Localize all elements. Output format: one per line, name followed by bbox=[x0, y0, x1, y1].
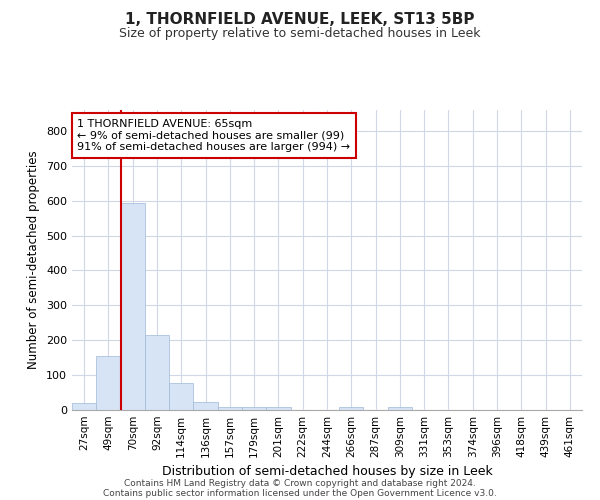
X-axis label: Distribution of semi-detached houses by size in Leek: Distribution of semi-detached houses by … bbox=[161, 466, 493, 478]
Bar bbox=[145, 335, 169, 410]
Bar bbox=[169, 383, 193, 410]
Text: 1, THORNFIELD AVENUE, LEEK, ST13 5BP: 1, THORNFIELD AVENUE, LEEK, ST13 5BP bbox=[125, 12, 475, 28]
Text: 1 THORNFIELD AVENUE: 65sqm
← 9% of semi-detached houses are smaller (99)
91% of : 1 THORNFIELD AVENUE: 65sqm ← 9% of semi-… bbox=[77, 119, 350, 152]
Text: Contains public sector information licensed under the Open Government Licence v3: Contains public sector information licen… bbox=[103, 488, 497, 498]
Bar bbox=[266, 407, 290, 410]
Bar bbox=[339, 406, 364, 410]
Bar bbox=[242, 407, 266, 410]
Bar bbox=[388, 407, 412, 410]
Bar bbox=[121, 204, 145, 410]
Bar bbox=[218, 406, 242, 410]
Text: Contains HM Land Registry data © Crown copyright and database right 2024.: Contains HM Land Registry data © Crown c… bbox=[124, 478, 476, 488]
Text: Size of property relative to semi-detached houses in Leek: Size of property relative to semi-detach… bbox=[119, 28, 481, 40]
Bar bbox=[96, 356, 121, 410]
Bar bbox=[193, 402, 218, 410]
Y-axis label: Number of semi-detached properties: Number of semi-detached properties bbox=[28, 150, 40, 370]
Bar bbox=[72, 403, 96, 410]
